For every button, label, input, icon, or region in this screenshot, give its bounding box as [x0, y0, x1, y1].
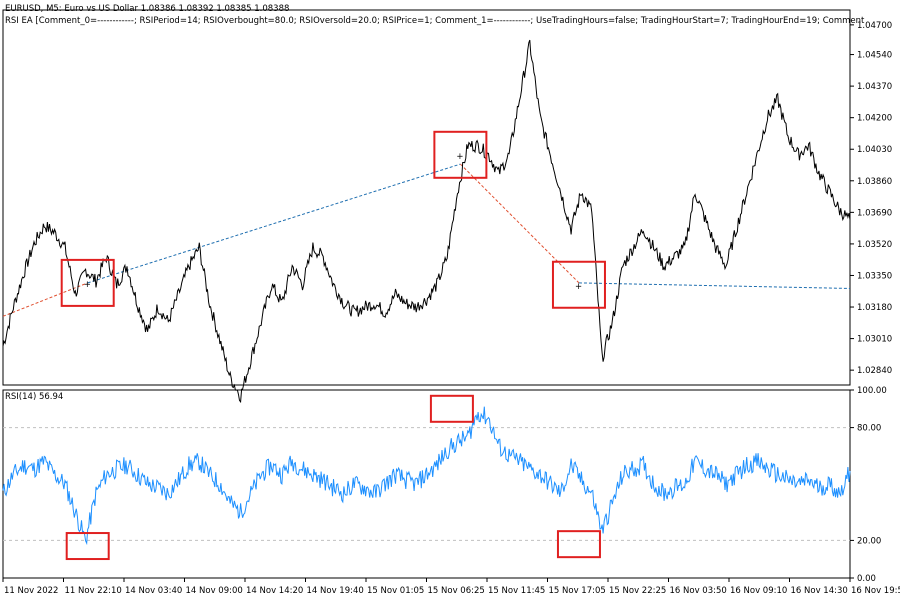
rsi-tick-label-3: 0.00 [857, 574, 876, 584]
price-tick-label-5: 1.03860 [857, 177, 892, 187]
rsi-highlight-0 [429, 394, 474, 423]
time-tick-label-3: 14 Nov 09:00 [186, 586, 243, 596]
time-tick-label-8: 15 Nov 11:45 [488, 586, 545, 596]
price-tick-label-3: 1.04200 [857, 114, 892, 124]
price-highlight-1 [433, 130, 488, 179]
time-tick-label-14: 16 Nov 19:50 [851, 586, 900, 596]
trade-buy-3 [578, 282, 851, 289]
trade-sell-2 [460, 163, 580, 284]
trade-marker-1: + [456, 152, 463, 162]
chart-frame [2, 9, 851, 579]
price-tick-label-9: 1.03180 [857, 303, 892, 313]
time-tick-label-11: 16 Nov 03:50 [670, 586, 727, 596]
price-tick-label-7: 1.03520 [857, 240, 892, 250]
price-series [2, 39, 851, 404]
price-highlight-2 [551, 260, 606, 309]
time-tick-label-7: 15 Nov 06:25 [428, 586, 485, 596]
price-tick-label-0: 1.04700 [857, 21, 892, 31]
ea-parameters: RSI EA [Comment_0=------------; RSIPerio… [5, 16, 865, 26]
price-tick-label-8: 1.03350 [857, 271, 892, 281]
time-tick-label-4: 14 Nov 14:20 [246, 586, 303, 596]
price-tick-label-1: 1.04540 [857, 51, 892, 61]
rsi-panel-border [2, 389, 851, 579]
price-tick-label-11: 1.02840 [857, 366, 892, 376]
time-tick-label-9: 15 Nov 17:05 [549, 586, 606, 596]
price-y-axis: 1.04700 1.04540 1.04370 1.04200 1.04030 1.038… [850, 21, 892, 376]
rsi-line [2, 406, 851, 546]
rsi-tick-label-1: 80.00 [857, 424, 881, 434]
trade-marker-2: + [575, 282, 582, 292]
time-axis: 11 Nov 2022 11 Nov 22:10 14 Nov 03:40 14 No… [2, 578, 900, 596]
time-tick-label-13: 16 Nov 14:30 [791, 586, 848, 596]
time-tick-label-0: 11 Nov 2022 [4, 586, 58, 596]
rsi-tick-label-2: 20.00 [857, 536, 881, 546]
price-tick-label-10: 1.03010 [857, 335, 892, 345]
trade-lines [2, 163, 851, 317]
trade-marker-0: + [84, 280, 91, 290]
price-tick-label-4: 1.04030 [857, 145, 892, 155]
rsi-levels [3, 427, 850, 541]
rsi-y-axis: 100.00 80.00 20.00 0.00 [850, 386, 887, 584]
price-highlight-0 [60, 258, 115, 307]
time-tick-label-6: 15 Nov 01:05 [367, 586, 424, 596]
time-tick-label-10: 15 Nov 22:25 [609, 586, 666, 596]
trade-buy-1 [87, 163, 461, 284]
time-tick-label-2: 14 Nov 03:40 [125, 586, 182, 596]
rsi-indicator-label: RSI(14) 56.94 [5, 392, 64, 402]
rsi-highlight-2 [556, 530, 601, 559]
price-tick-label-6: 1.03690 [857, 208, 892, 218]
rsi-highlight-1 [65, 532, 110, 561]
chart-title: EURUSD, M5: Euro vs US Dollar 1.08386 1.… [5, 4, 290, 14]
price-line [2, 39, 851, 404]
price-panel-border [2, 9, 851, 386]
time-tick-label-1: 11 Nov 22:10 [65, 586, 122, 596]
rsi-series [2, 406, 851, 546]
time-tick-label-5: 14 Nov 19:40 [307, 586, 364, 596]
time-tick-label-12: 16 Nov 09:10 [730, 586, 787, 596]
price-tick-label-2: 1.04370 [857, 82, 892, 92]
rsi-tick-label-0: 100.00 [857, 386, 887, 396]
highlight-boxes: + + + [60, 130, 606, 561]
